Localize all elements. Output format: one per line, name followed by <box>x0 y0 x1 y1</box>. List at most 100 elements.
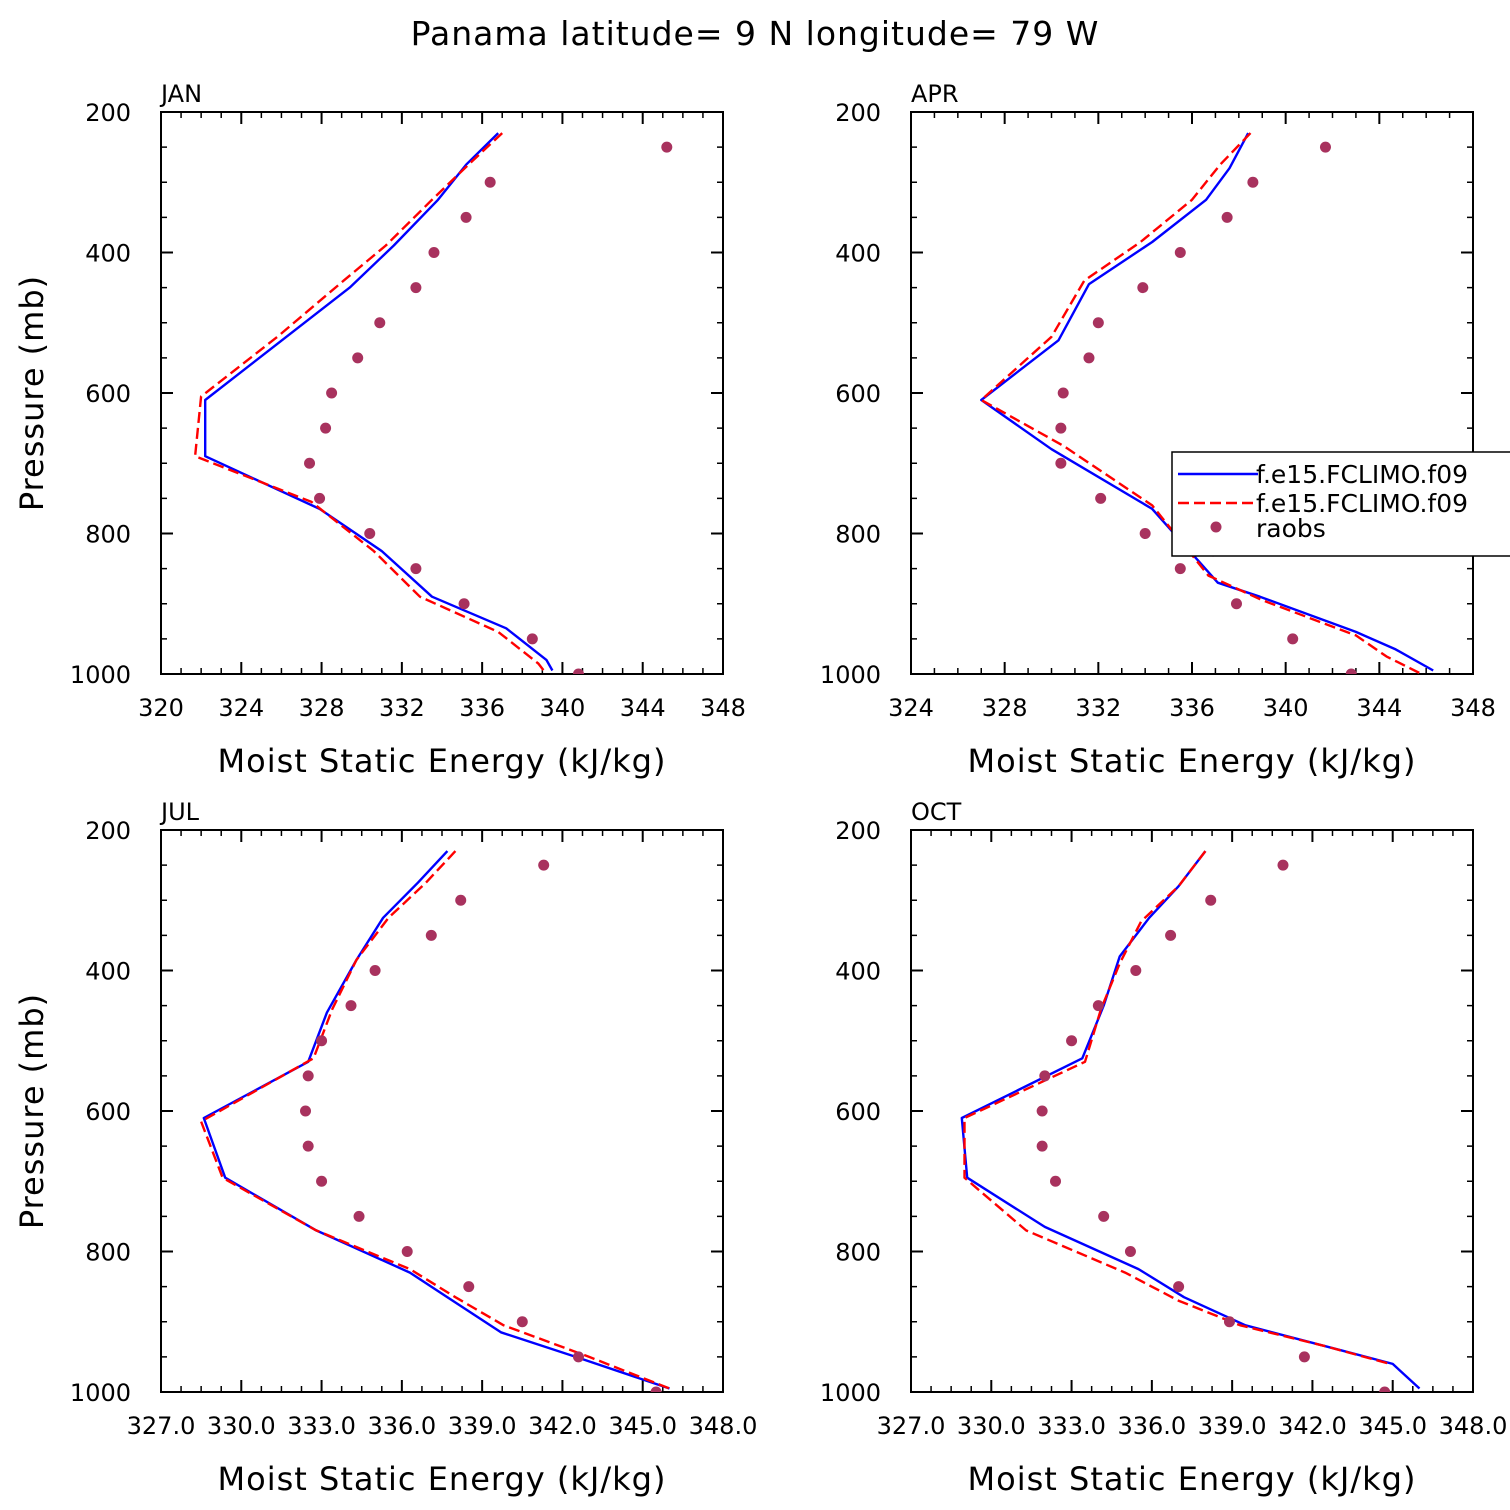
raobs-marker <box>304 457 316 469</box>
raobs-marker <box>364 528 376 539</box>
raobs-marker <box>484 176 496 188</box>
y-tick-label: 400 <box>835 240 881 268</box>
raobs-marker <box>345 1000 357 1012</box>
raobs-marker <box>1379 1386 1391 1392</box>
raobs-marker <box>1223 1316 1235 1328</box>
raobs-marker <box>353 1210 365 1222</box>
raobs-marker <box>401 1246 413 1257</box>
x-axis-label: Moist Static Energy (kJ/kg) <box>218 1460 667 1498</box>
raobs-marker <box>300 1105 312 1117</box>
x-tick-label: 330.0 <box>957 1412 1026 1440</box>
figure-title: Panama latitude= 9 N longitude= 79 W <box>411 14 1100 53</box>
x-tick-label: 333.0 <box>1037 1412 1106 1440</box>
panel-jul: JUL 327.0 330.0 333.0 336.0 339.0 342.0 345.0 34… <box>13 798 757 1498</box>
raobs-marker <box>1139 528 1151 539</box>
panel-label: APR <box>911 80 959 108</box>
raobs-marker <box>410 282 422 294</box>
raobs-marker <box>1092 317 1104 329</box>
x-tick-label: 336 <box>1169 694 1215 722</box>
series-line-dashed <box>199 850 670 1390</box>
plot-frame <box>160 829 724 1393</box>
x-tick-label: 348.0 <box>689 1412 758 1440</box>
raobs-marker <box>1277 859 1289 871</box>
raobs-marker <box>1124 1246 1136 1257</box>
raobs-marker <box>1092 1000 1104 1012</box>
raobs-marker <box>661 141 673 153</box>
raobs-marker <box>458 598 470 610</box>
raobs-marker <box>455 894 467 906</box>
legend-label: raobs <box>1256 514 1326 543</box>
raobs-marker <box>572 668 584 674</box>
x-tick-label: 332 <box>1075 694 1121 722</box>
raobs-marker <box>1095 492 1107 504</box>
x-tick-label: 328 <box>299 694 345 722</box>
raobs-marker <box>316 1035 328 1047</box>
raobs-marker <box>1083 352 1095 364</box>
raobs-marker <box>1173 1281 1185 1293</box>
series-line-dashed <box>193 132 548 674</box>
x-tick-label: 344 <box>1356 694 1402 722</box>
raobs-marker <box>1055 457 1067 469</box>
panel-oct: OCT 327.0 330.0 333.0 336.0 339.0 342.0 345.0 34… <box>820 798 1507 1498</box>
raobs-marker <box>538 859 550 871</box>
panel-apr: APR 324 328 332 336 340 344 348 200 400 600 800 1000… <box>820 80 1496 780</box>
x-tick-label: 336.0 <box>1117 1412 1186 1440</box>
raobs-marker <box>1205 894 1217 906</box>
raobs-marker <box>460 211 472 223</box>
raobs-marker <box>320 422 332 434</box>
series-line-solid <box>204 132 554 672</box>
x-tick-label: 339.0 <box>1198 1412 1267 1440</box>
raobs-marker <box>1247 176 1259 188</box>
x-tick-label: 336 <box>459 694 505 722</box>
raobs-marker <box>1098 1210 1110 1222</box>
x-tick-label: 345.0 <box>608 1412 677 1440</box>
y-tick-label: 800 <box>835 1239 881 1267</box>
y-tick-label: 1000 <box>820 1379 881 1407</box>
y-tick-label: 200 <box>835 99 881 127</box>
panel-jan: JAN 320 324 328 332 336 340 344 348 200 400 600 800 1… <box>13 80 746 780</box>
y-tick-label: 600 <box>835 1098 881 1126</box>
series-line-solid <box>980 132 1434 672</box>
panels: JAN 320 324 328 332 336 340 344 348 200 400 600 800 1… <box>13 80 1507 1498</box>
legend-marker <box>1210 521 1222 533</box>
plot-frame <box>910 111 1474 675</box>
raobs-marker <box>1174 247 1186 258</box>
y-tick-label: 800 <box>85 1239 131 1267</box>
x-tick-label: 348.0 <box>1439 1412 1508 1440</box>
raobs-marker <box>526 633 538 645</box>
raobs-marker <box>1230 598 1242 610</box>
y-tick-label: 600 <box>85 1098 131 1126</box>
y-axis-label: Pressure (mb) <box>13 275 51 511</box>
x-tick-label: 336.0 <box>367 1412 436 1440</box>
y-tick-label: 400 <box>85 240 131 268</box>
legend-label: f.e15.FCLIMO.f09 <box>1256 489 1468 518</box>
x-tick-label: 340 <box>540 694 586 722</box>
x-tick-label: 324 <box>218 694 264 722</box>
x-axis-label: Moist Static Energy (kJ/kg) <box>968 742 1417 780</box>
raobs-marker <box>316 1175 328 1187</box>
raobs-marker <box>572 1351 584 1363</box>
y-tick-label: 200 <box>835 817 881 845</box>
x-tick-label: 342.0 <box>1278 1412 1347 1440</box>
x-tick-label: 328 <box>982 694 1028 722</box>
x-tick-label: 344 <box>620 694 666 722</box>
x-axis-label: Moist Static Energy (kJ/kg) <box>218 742 667 780</box>
plot-area <box>193 132 673 674</box>
raobs-marker <box>425 929 437 941</box>
series-line-solid <box>960 850 1421 1390</box>
y-tick-label: 800 <box>85 521 131 549</box>
x-tick-label: 339.0 <box>448 1412 517 1440</box>
raobs-marker <box>1066 1035 1078 1047</box>
x-tick-label: 324 <box>888 694 934 722</box>
raobs-marker <box>1039 1070 1051 1082</box>
raobs-marker <box>1298 1351 1310 1363</box>
x-tick-label: 333.0 <box>287 1412 356 1440</box>
x-tick-label: 345.0 <box>1358 1412 1427 1440</box>
raobs-marker <box>1165 929 1177 941</box>
raobs-marker <box>326 387 338 399</box>
raobs-marker <box>650 1386 662 1392</box>
raobs-marker <box>1287 633 1299 645</box>
y-axis-label: Pressure (mb) <box>13 993 51 1229</box>
